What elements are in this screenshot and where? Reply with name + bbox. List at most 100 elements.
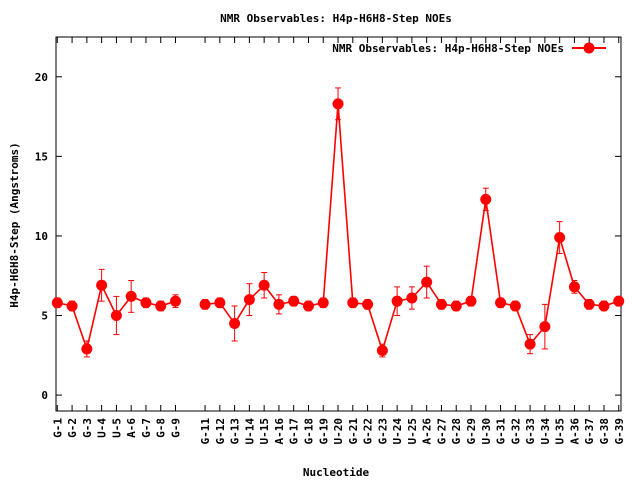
x-tick-label: G-39 (613, 418, 626, 445)
data-point (110, 310, 122, 322)
series-layer (51, 87, 625, 358)
y-tick-label: 10 (35, 230, 48, 243)
x-tick-label: U-35 (554, 418, 567, 445)
data-point (480, 193, 492, 205)
series-segment (558, 237, 576, 288)
series-segment (100, 284, 118, 316)
series-segment (544, 237, 561, 327)
y-tick-label: 15 (35, 150, 48, 163)
data-point (406, 292, 418, 304)
x-tick-label: G-13 (229, 418, 242, 445)
x-tick-label: G-23 (376, 418, 389, 445)
data-point (155, 300, 167, 312)
x-tick-label: U-5 (110, 418, 123, 438)
x-tick-label: U-25 (406, 418, 419, 445)
x-tick-label: U-4 (96, 418, 109, 438)
x-axis-label: Nucleotide (303, 466, 370, 479)
data-point (435, 298, 447, 310)
y-tick-label: 5 (41, 310, 48, 323)
data-point (302, 300, 314, 312)
series-segment (470, 199, 487, 302)
data-point (317, 297, 329, 309)
x-tick-label: U-14 (243, 418, 256, 445)
series-segment (514, 305, 531, 345)
data-point (214, 297, 226, 309)
x-tick-label: G-19 (317, 418, 330, 445)
data-point (376, 345, 388, 357)
y-axis-label: H4p-H6H8-Step (Angstroms) (8, 142, 21, 308)
y-tick-label: 0 (41, 389, 48, 402)
data-point (258, 279, 270, 291)
x-tick-label: G-21 (347, 418, 360, 445)
series-segment (366, 304, 384, 351)
data-point (96, 279, 108, 291)
data-point (421, 276, 433, 288)
y-tick-label: 20 (35, 71, 48, 84)
x-tick-label: G-38 (598, 418, 611, 445)
x-tick-label: G-12 (214, 418, 227, 445)
series-segment (86, 285, 103, 350)
x-tick-label: U-30 (480, 418, 493, 445)
data-point (66, 300, 78, 312)
data-point (465, 295, 477, 307)
y-axis: 0 5 10 15 20 (35, 71, 621, 402)
legend: NMR Observables: H4p-H6H8-Step NOEs (332, 42, 606, 55)
data-point (229, 317, 241, 329)
data-point (199, 298, 211, 310)
data-point (509, 300, 521, 312)
data-point (598, 300, 610, 312)
x-tick-label: G-3 (81, 418, 94, 438)
x-tick-label: A-16 (273, 418, 286, 445)
x-tick-label: G-2 (66, 418, 79, 438)
x-tick-label: G-1 (51, 418, 64, 438)
legend-marker (583, 42, 595, 54)
x-tick-label: A-36 (568, 418, 581, 445)
x-tick-label: G-27 (435, 418, 448, 445)
x-tick-label: G-8 (155, 418, 168, 438)
x-tick-label: G-37 (583, 418, 596, 445)
x-tick-label: G-29 (465, 418, 478, 445)
data-point (125, 290, 137, 302)
data-point (347, 297, 359, 309)
x-tick-label: U-20 (332, 418, 345, 445)
data-point (539, 321, 551, 333)
x-tick-label: A-6 (125, 418, 138, 438)
data-point (362, 298, 374, 310)
x-tick-label: G-11 (199, 418, 212, 445)
x-tick-label: G-18 (302, 418, 315, 445)
data-point (51, 297, 63, 309)
series-segment (337, 103, 354, 303)
series-segment (381, 300, 398, 351)
data-point (568, 281, 580, 293)
x-tick-label: G-9 (170, 418, 183, 438)
x-tick-label: G-17 (288, 418, 301, 445)
x-tick-label: G-28 (450, 418, 463, 445)
data-point (243, 294, 255, 306)
data-point (554, 232, 566, 244)
x-axis: G-1 G-2 G-3 U-4 U-5 A-6 G-7 G-8 G-9 G-11 G-12 G-13 U… (51, 37, 626, 445)
series-segment (71, 305, 88, 350)
x-tick-label: G-7 (140, 418, 153, 438)
x-tick-label: G-33 (524, 418, 537, 445)
x-tick-label: G-32 (509, 418, 522, 445)
x-tick-label: U-15 (258, 418, 271, 445)
data-point (495, 297, 507, 309)
chart-title: NMR Observables: H4p-H6H8-Step NOEs (220, 12, 452, 25)
x-tick-label: G-22 (362, 418, 375, 445)
x-tick-label: A-26 (421, 418, 434, 445)
data-point (273, 298, 285, 310)
series-segment (322, 103, 339, 303)
data-point (140, 297, 152, 309)
data-point (450, 300, 462, 312)
data-point (583, 298, 595, 310)
x-tick-label: U-34 (539, 418, 552, 445)
data-point (288, 295, 300, 307)
data-point (81, 343, 93, 355)
data-point (332, 98, 344, 110)
data-point (524, 338, 536, 350)
x-tick-label: G-31 (495, 418, 508, 445)
series-segment (484, 199, 502, 303)
data-point (170, 295, 181, 307)
legend-label: NMR Observables: H4p-H6H8-Step NOEs (332, 42, 564, 55)
